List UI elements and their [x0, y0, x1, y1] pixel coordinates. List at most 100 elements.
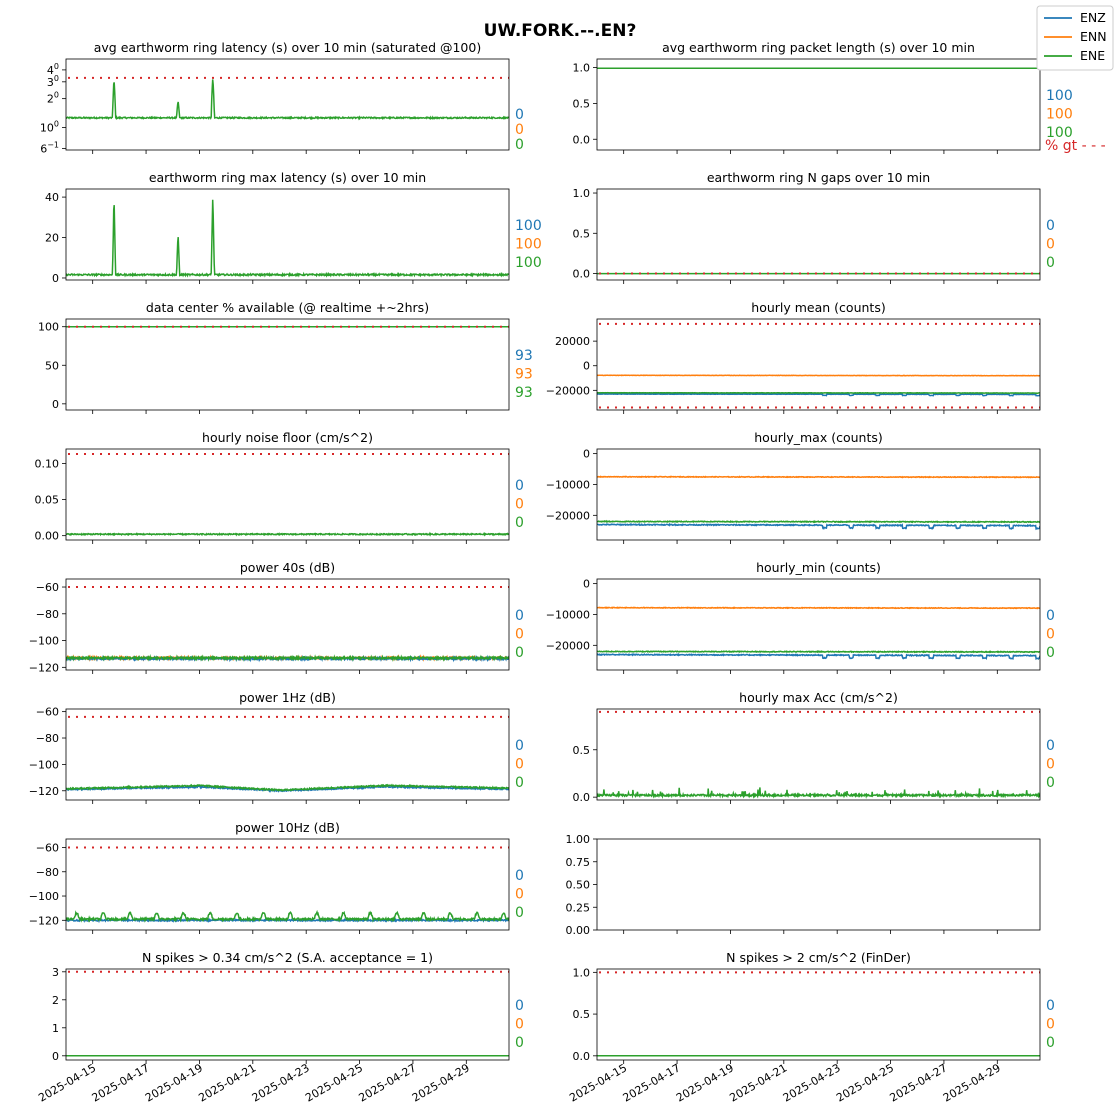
axes-frame [596, 318, 1041, 411]
pct-label: 0 [515, 515, 524, 531]
legend-label: ENN [1080, 29, 1107, 44]
subplot-title: hourly_min (counts) [756, 560, 881, 575]
subplot-title: N spikes > 0.34 cm/s^2 (S.A. acceptance … [142, 950, 433, 965]
pct-label: 0 [1046, 775, 1055, 791]
axes-frame [596, 188, 1041, 281]
subplot-title: avg earthworm ring latency (s) over 10 m… [94, 40, 481, 55]
series-ENZ [597, 392, 1040, 397]
series-ENE [66, 783, 509, 792]
axes-frame [596, 708, 1041, 801]
y-tick-label: 0.00 [35, 530, 60, 543]
pct-label: 0 [515, 887, 524, 903]
y-tick-label: 0.05 [35, 494, 60, 507]
x-tick-label: 2025-04-27 [357, 1061, 419, 1104]
x-tick-label: 2025-04-21 [196, 1061, 258, 1104]
y-tick-label: 0.5 [573, 744, 591, 757]
pct-label: 0 [515, 497, 524, 513]
pct-label: 93 [515, 348, 533, 364]
y-tick-label: 0.75 [566, 856, 591, 869]
y-tick-label: −60 [36, 841, 59, 854]
pct-label: 0 [1046, 645, 1055, 661]
axes-frame [65, 188, 510, 281]
subplot-p10: power 1Hz (dB) −120 −100 −80 −60 0 0 0 [29, 690, 524, 804]
y-tick-label: 0.0 [573, 791, 591, 804]
pct-label: 0 [515, 1035, 524, 1051]
y-tick-label: 1.00 [566, 833, 591, 846]
y-tick-label: −80 [36, 866, 59, 879]
pct-label: 0 [515, 107, 524, 123]
plot-area [597, 374, 1040, 397]
x-tick-label: 2025-04-15 [567, 1061, 629, 1104]
pct-label: 0 [515, 775, 524, 791]
x-tick-label: 2025-04-25 [834, 1061, 896, 1104]
y-tick-label: −100 [29, 890, 59, 903]
pct-label: 0 [515, 738, 524, 754]
y-tick-label: 0.5 [573, 97, 591, 110]
pct-label: 0 [515, 998, 524, 1014]
x-tick-label: 2025-04-23 [250, 1061, 312, 1104]
axes-frame [65, 318, 510, 411]
subplot-title: power 40s (dB) [240, 560, 335, 575]
plot-area [66, 909, 509, 924]
pct-label: 100 [1046, 125, 1073, 141]
x-tick-label: 2025-04-27 [888, 1061, 950, 1104]
x-tick-label: 2025-04-23 [781, 1061, 843, 1104]
y-tick-label: −80 [36, 732, 59, 745]
y-tick-label: 20 [45, 232, 59, 245]
y-tick-label: 40 [45, 191, 59, 204]
subplot-title: power 1Hz (dB) [239, 690, 336, 705]
y-tick-label: −20000 [546, 384, 590, 397]
subplot-title: N spikes > 2 cm/s^2 (FinDer) [726, 950, 911, 965]
y-tick-label: −60 [36, 706, 59, 719]
subplot-p7: hourly_max (counts) −20000 −10000 0 [546, 430, 1041, 544]
axes-frame [596, 448, 1041, 541]
series-ENE [66, 531, 509, 537]
plot-area [597, 475, 1040, 531]
pct-label: 0 [1046, 218, 1055, 234]
axes-frame [65, 838, 510, 931]
series-ENZ [597, 652, 1040, 661]
series-ENE [66, 654, 509, 662]
pct-label: 100 [515, 218, 542, 234]
pct-label: 0 [515, 627, 524, 643]
subplot-p14: N spikes > 0.34 cm/s^2 (S.A. acceptance … [36, 950, 524, 1105]
series-ENE [597, 787, 1040, 800]
subplot-title: hourly mean (counts) [751, 300, 885, 315]
axes-frame [596, 968, 1041, 1061]
legend-label: ENZ [1080, 10, 1106, 25]
y-tick-label: −100 [29, 635, 59, 648]
series-ENE [597, 519, 1040, 524]
series-ENN [597, 374, 1040, 377]
y-tick-label: 0.0 [573, 268, 591, 281]
y-tick-label: 3 [52, 966, 59, 979]
series-ENE [66, 909, 509, 923]
axes-frame [65, 58, 510, 151]
plot-area [66, 783, 509, 793]
y-tick-label: 2 [52, 994, 59, 1007]
subplot-p6: hourly noise floor (cm/s^2) 0.00 0.05 0.10 0… [35, 430, 524, 544]
subplot-p9: hourly_min (counts) −20000 −10000 0 0 0 0 [546, 560, 1055, 674]
subplot-title: power 10Hz (dB) [235, 820, 340, 835]
pct-gt-label: % gt - - - [1045, 138, 1106, 154]
series-ENN [597, 606, 1040, 610]
y-tick-label: 0 [583, 448, 590, 461]
pct-label: 0 [515, 645, 524, 661]
axes-frame [596, 838, 1041, 931]
pct-label: 100 [515, 255, 542, 271]
x-tick-label: 2025-04-29 [941, 1061, 1003, 1104]
x-tick-label: 2025-04-17 [90, 1061, 152, 1104]
pct-label: 100 [1046, 107, 1073, 123]
y-tick-label: 0 [52, 272, 59, 285]
y-tick-label: −60 [36, 581, 59, 594]
subplot-p11: hourly max Acc (cm/s^2) 0.0 0.5 0 0 0 [573, 690, 1055, 804]
series-ENE [597, 391, 1040, 395]
y-tick-label: 0.50 [566, 879, 591, 892]
y-tick-label: 100 [40, 119, 59, 134]
y-tick-label: 0.5 [573, 1008, 591, 1021]
y-tick-label: −100 [29, 758, 59, 771]
pct-label: 0 [1046, 998, 1055, 1014]
y-tick-label: −10000 [546, 608, 590, 621]
pct-label: 100 [1046, 88, 1073, 104]
y-tick-label: 0 [583, 360, 590, 373]
y-tick-label: 0.5 [573, 227, 591, 240]
